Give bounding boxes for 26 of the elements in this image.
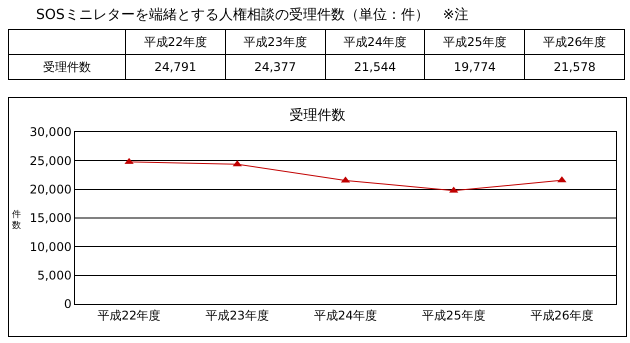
data-label: 24,377 <box>225 54 326 80</box>
y-tick-label: 5,000 <box>37 268 72 283</box>
category-label: 平成26年度 <box>542 34 606 48</box>
category-label: 平成25年度 <box>443 34 506 48</box>
data-label: 21,544 <box>325 54 425 80</box>
x-tick-label: 平成25年度 <box>422 308 486 322</box>
y-axis-title: 件数 <box>12 210 21 232</box>
y-tick-label: 15,000 <box>30 211 72 226</box>
category-label: 平成24年度 <box>343 34 407 48</box>
data-label: 21,578 <box>524 54 624 80</box>
y-tick-label: 10,000 <box>30 240 72 254</box>
y-tick-label: 0 <box>64 297 72 312</box>
x-tick-label: 平成24年度 <box>314 308 378 322</box>
y-tick-label: 20,000 <box>30 182 72 197</box>
data-label: 24,791 <box>126 54 226 80</box>
y-tick-label: 30,000 <box>30 125 72 140</box>
category-label: 平成23年度 <box>244 34 307 48</box>
x-tick-label: 平成23年度 <box>206 308 269 322</box>
y-tick-label: 25,000 <box>30 154 72 168</box>
data-label: 19,774 <box>424 54 525 80</box>
chart-subtitle: 受理件数 <box>290 108 346 124</box>
chart-title: SOSミニレターを端緒とする人権相談の受理件数（単位：件） ※注 <box>36 6 469 24</box>
text: 受理件数 <box>8 54 126 80</box>
category-label: 平成22年度 <box>144 34 208 48</box>
x-tick-label: 平成22年度 <box>97 308 161 322</box>
x-tick-label: 平成26年度 <box>530 308 594 322</box>
